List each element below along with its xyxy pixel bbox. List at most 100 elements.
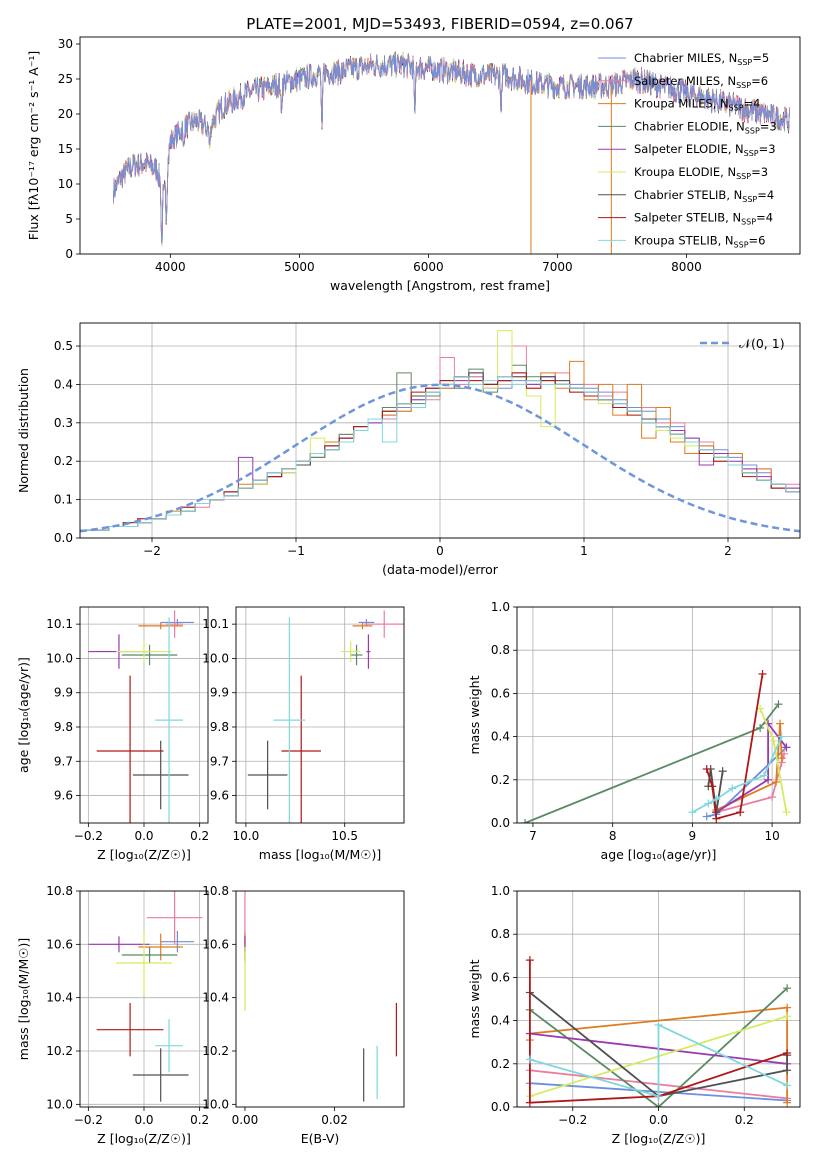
panel-age_vs_mass: 10.0 10.5 9.6 9.7 9.8 9.9 10.0 10.1 mass [log₁₀(…: [202, 606, 405, 862]
x-tick-label: 0.2: [190, 829, 209, 843]
y-tick-label: 10.6: [202, 937, 229, 951]
spectrum-chabrier-miles: [113, 51, 791, 243]
x-axis-label: E(B-V): [301, 1131, 340, 1146]
plot-area: [113, 51, 791, 254]
y-tick-label: 0.3: [54, 416, 73, 430]
plot-area: [525, 956, 792, 1107]
weights-chabrier-stelib: [529, 991, 788, 1098]
y-tick-label: 30: [58, 37, 73, 51]
y-tick-label: 5: [65, 212, 73, 226]
y-tick-label: 10.0: [202, 1097, 229, 1111]
y-tick-label: 10.1: [46, 617, 73, 631]
legend: 𝒩(0, 1): [700, 336, 785, 351]
legend-entry: Chabrier MILES, NSSP=5: [634, 51, 769, 67]
y-tick-label: 0.8: [491, 643, 510, 657]
weights-salpeter-stelib: [529, 960, 788, 1104]
x-tick-label: 0.0: [649, 1113, 668, 1127]
x-tick-label: −2: [143, 544, 161, 558]
panel-age_vs_z: −0.2 0.0 0.2 9.6 9.7 9.8 9.9 10.0 10.1 Z [log₁₀(Z…: [16, 606, 209, 862]
x-axis-label: mass [log₁₀(M/M☉)]: [259, 847, 381, 862]
legend-entry: Kroupa ELODIE, NSSP=3: [634, 165, 768, 181]
y-tick-label: 10.4: [202, 991, 229, 1005]
x-tick-label: −0.2: [74, 829, 103, 843]
y-tick-label: 0.1: [54, 493, 73, 507]
x-axis-label: Z [log₁₀(Z/Z☉)]: [612, 1131, 706, 1146]
y-tick-label: 10.2: [46, 1044, 73, 1058]
legend: Chabrier MILES, NSSP=5 Salpeter MILES, NS…: [598, 51, 777, 249]
y-tick-label: 1.0: [491, 600, 510, 614]
panel-weight_vs_z: −0.2 0.0 0.2 0.0 0.2 0.4 0.6 0.8 1.0 Z [log₁₀(Z/Z…: [467, 884, 801, 1146]
x-tick-label: 0.2: [735, 1113, 754, 1127]
x-tick-label: 10.5: [331, 829, 358, 843]
panel-mass_vs_z: −0.2 0.0 0.2 10.0 10.2 10.4 10.6 10.8 Z [log₁₀(Z…: [16, 884, 209, 1146]
y-tick-label: 0.5: [54, 339, 73, 353]
panel-residuals: −2 −1 0 1 2 0.0 0.1 0.2 0.3 0.4 0.5 (data-model)/er…: [16, 322, 801, 577]
y-tick-label: 10.0: [46, 651, 73, 665]
x-tick-label: −0.2: [558, 1113, 587, 1127]
axes-frame: [79, 36, 801, 255]
x-tick-label: 0.0: [134, 829, 153, 843]
y-axis-label: mass [log₁₀(M/M☉)]: [16, 938, 31, 1060]
y-tick-label: 0.4: [491, 730, 510, 744]
y-tick-label: 0.4: [54, 377, 73, 391]
y-tick-label: 10.0: [202, 651, 229, 665]
x-tick-label: 0.2: [190, 1113, 209, 1127]
y-tick-label: 0.0: [54, 531, 73, 545]
hist-chabrier-elodie: [80, 364, 800, 531]
x-tick-label: 0.0: [134, 1113, 153, 1127]
legend-entry: Kroupa MILES, NSSP=4: [634, 97, 760, 113]
y-tick-label: 0.6: [491, 686, 510, 700]
legend-entry: Salpeter MILES, NSSP=6: [634, 74, 768, 90]
y-tick-label: 0.8: [491, 927, 510, 941]
y-axis-label: Flux [fλ10⁻¹⁷ erg cm⁻² s⁻¹ A⁻¹]: [26, 51, 41, 240]
x-tick-label: 0.02: [321, 1113, 348, 1127]
y-axis-label: mass weight: [467, 959, 482, 1038]
y-tick-label: 9.8: [54, 720, 73, 734]
x-tick-label: 10: [764, 829, 779, 843]
y-tick-label: 9.6: [210, 789, 229, 803]
weights-kroupa-stelib: [691, 736, 783, 813]
y-tick-label: 10.4: [46, 991, 73, 1005]
axes-frame: [79, 322, 801, 539]
x-tick-label: −0.2: [74, 1113, 103, 1127]
y-tick-label: 9.8: [210, 720, 229, 734]
legend-entry: 𝒩(0, 1): [739, 336, 785, 351]
y-tick-label: 15: [58, 142, 73, 156]
y-axis-label: Normed distribution: [16, 368, 31, 493]
y-tick-label: 9.7: [210, 754, 229, 768]
x-tick-label: 1: [580, 544, 588, 558]
y-tick-label: 0.4: [491, 1014, 510, 1028]
weights-kroupa-stelib: [529, 1023, 788, 1098]
plot-area: [80, 330, 800, 533]
x-axis-label: wavelength [Angstrom, rest frame]: [330, 278, 550, 293]
y-tick-label: 9.7: [54, 754, 73, 768]
y-tick-label: 9.9: [54, 686, 73, 700]
x-tick-label: 7: [529, 829, 537, 843]
y-axis-label: age [log₁₀(age/yr)]: [16, 657, 31, 773]
legend-entry: Chabrier ELODIE, NSSP=3: [634, 119, 777, 135]
hist-kroupa-elodie: [80, 330, 800, 531]
x-tick-label: 8000: [671, 260, 702, 274]
y-tick-label: 10.0: [46, 1097, 73, 1111]
weights-chabrier-elodie: [529, 987, 788, 1107]
x-tick-label: 4000: [155, 260, 186, 274]
legend-entry: Kroupa STELIB, NSSP=6: [634, 233, 765, 249]
y-tick-label: 0.2: [491, 1057, 510, 1071]
x-tick-label: 9: [689, 829, 697, 843]
x-tick-label: 0.00: [232, 1113, 259, 1127]
x-axis-label: Z [log₁₀(Z/Z☉)]: [97, 847, 191, 862]
x-tick-label: 2: [724, 544, 732, 558]
panel-mass_vs_ebv: 0.00 0.02 10.0 10.2 10.4 10.6 10.8 E(B-V): [202, 884, 405, 1146]
y-tick-label: 9.6: [54, 789, 73, 803]
legend-entry: Salpeter STELIB, NSSP=4: [634, 211, 773, 227]
y-tick-label: 0.0: [491, 1100, 510, 1114]
y-tick-label: 0.0: [491, 816, 510, 830]
axes-frame: [516, 890, 801, 1108]
x-axis-label: (data-model)/error: [382, 562, 499, 577]
legend-entry: Chabrier STELIB, NSSP=4: [634, 188, 774, 204]
x-tick-label: 8: [609, 829, 617, 843]
y-tick-label: 10.8: [46, 884, 73, 898]
normal-curve: [80, 383, 800, 533]
x-tick-label: 6000: [413, 260, 444, 274]
